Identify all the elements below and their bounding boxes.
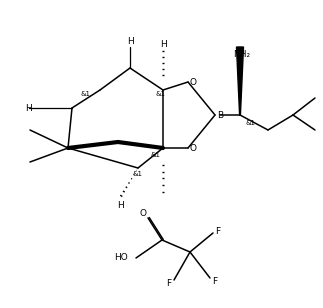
Text: H: H — [160, 39, 166, 48]
Text: F: F — [215, 226, 221, 236]
Text: &1: &1 — [155, 91, 165, 97]
Text: O: O — [190, 78, 196, 87]
Text: H: H — [127, 37, 133, 46]
Text: NH₂: NH₂ — [234, 50, 251, 59]
Text: B: B — [217, 111, 223, 120]
Text: &1: &1 — [150, 152, 160, 158]
Text: F: F — [213, 278, 218, 286]
Text: &1: &1 — [245, 120, 255, 126]
Text: O: O — [190, 144, 196, 152]
Text: &1: &1 — [80, 91, 90, 97]
Text: F: F — [166, 279, 172, 289]
Text: H: H — [117, 201, 123, 209]
Polygon shape — [236, 47, 244, 115]
Text: HO: HO — [114, 253, 128, 262]
Text: &1: &1 — [132, 171, 142, 177]
Text: O: O — [140, 209, 147, 217]
Text: H: H — [25, 103, 32, 112]
